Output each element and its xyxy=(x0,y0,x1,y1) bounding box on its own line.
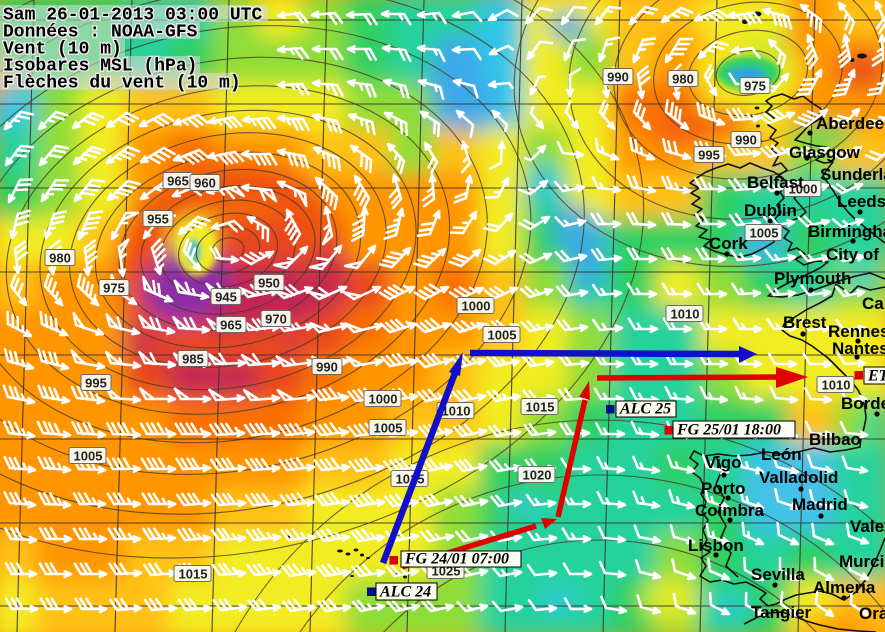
svg-text:Rennes: Rennes xyxy=(828,322,885,341)
svg-text:1005: 1005 xyxy=(488,328,517,343)
svg-text:1005: 1005 xyxy=(74,449,103,464)
svg-text:Cork: Cork xyxy=(709,234,748,253)
svg-text:975: 975 xyxy=(103,281,125,296)
svg-text:Plymouth: Plymouth xyxy=(774,269,851,288)
svg-text:1010: 1010 xyxy=(671,307,700,322)
svg-text:León: León xyxy=(761,445,802,464)
svg-text:Sunderland: Sunderland xyxy=(820,165,885,184)
svg-text:Madrid: Madrid xyxy=(792,495,848,514)
svg-text:Vale: Vale xyxy=(850,517,884,536)
svg-text:Données : NOAA-GFS: Données : NOAA-GFS xyxy=(3,23,198,43)
svg-text:945: 945 xyxy=(215,290,237,305)
svg-text:Murci: Murci xyxy=(839,552,884,571)
svg-text:Glasgow: Glasgow xyxy=(789,143,861,162)
svg-text:ET: ET xyxy=(867,368,885,385)
svg-text:980: 980 xyxy=(49,251,71,266)
svg-text:Leeds: Leeds xyxy=(837,192,885,211)
svg-text:Belfast: Belfast xyxy=(747,173,804,192)
svg-text:990: 990 xyxy=(735,133,757,148)
svg-text:City of: City of xyxy=(826,245,879,264)
svg-text:Lisbon: Lisbon xyxy=(688,536,744,555)
svg-text:1000: 1000 xyxy=(462,299,491,314)
svg-text:975: 975 xyxy=(744,79,766,94)
svg-text:950: 950 xyxy=(258,276,280,291)
svg-text:1010: 1010 xyxy=(442,404,471,419)
svg-text:ALC 24: ALC 24 xyxy=(379,584,431,601)
svg-text:Borde: Borde xyxy=(841,394,885,413)
svg-text:995: 995 xyxy=(698,148,720,163)
svg-text:1010: 1010 xyxy=(822,378,851,393)
svg-text:1020: 1020 xyxy=(523,468,552,483)
svg-text:Bilbao: Bilbao xyxy=(809,430,861,449)
svg-text:ALC 25: ALC 25 xyxy=(619,401,671,418)
svg-text:Sevilla: Sevilla xyxy=(751,565,805,584)
svg-text:965: 965 xyxy=(167,174,189,189)
svg-text:1000: 1000 xyxy=(369,392,398,407)
svg-text:970: 970 xyxy=(265,312,287,327)
svg-text:1015: 1015 xyxy=(179,567,208,582)
svg-text:Ca: Ca xyxy=(862,294,884,313)
svg-text:Nantes: Nantes xyxy=(832,339,885,358)
svg-text:Tangier: Tangier xyxy=(751,603,812,622)
svg-text:955: 955 xyxy=(147,212,169,227)
svg-text:Ora: Ora xyxy=(859,604,885,623)
svg-text:1015: 1015 xyxy=(526,400,555,415)
svg-text:965: 965 xyxy=(220,318,242,333)
svg-text:960: 960 xyxy=(194,176,216,191)
svg-text:Vigo: Vigo xyxy=(705,453,742,472)
svg-text:1000: 1000 xyxy=(789,182,818,197)
svg-text:Valladolid: Valladolid xyxy=(759,468,838,487)
svg-text:Dublin: Dublin xyxy=(744,201,797,220)
svg-text:Aberdeen: Aberdeen xyxy=(816,114,885,133)
svg-text:1005: 1005 xyxy=(374,421,403,436)
svg-text:Flèches du vent (10 m): Flèches du vent (10 m) xyxy=(3,74,241,94)
svg-text:995: 995 xyxy=(85,376,107,391)
svg-text:FG 24/01 07:00: FG 24/01 07:00 xyxy=(404,551,509,568)
svg-text:990: 990 xyxy=(607,70,629,85)
svg-text:980: 980 xyxy=(672,72,694,87)
svg-text:Coimbra: Coimbra xyxy=(695,501,765,520)
svg-text:Porto: Porto xyxy=(701,479,745,498)
svg-text:Vent (10 m): Vent (10 m) xyxy=(3,40,122,60)
svg-text:Isobares MSL (hPa): Isobares MSL (hPa) xyxy=(3,57,197,77)
svg-text:985: 985 xyxy=(182,352,204,367)
svg-text:Almería: Almería xyxy=(813,578,876,597)
svg-text:Birmingham: Birmingham xyxy=(808,222,885,241)
svg-text:990: 990 xyxy=(316,360,338,375)
svg-text:Brest: Brest xyxy=(783,313,827,332)
svg-text:Sam 26-01-2013 03:00 UTC: Sam 26-01-2013 03:00 UTC xyxy=(3,6,262,26)
svg-text:FG 25/01 18:00: FG 25/01 18:00 xyxy=(676,422,781,439)
svg-text:1005: 1005 xyxy=(750,226,779,241)
